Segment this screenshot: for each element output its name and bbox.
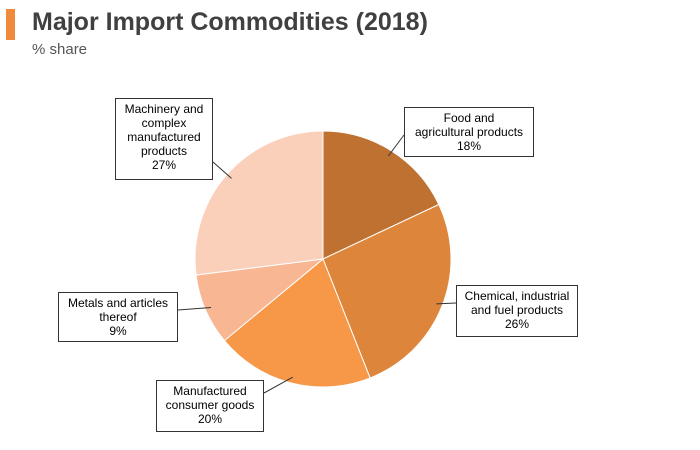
pie-slices	[195, 131, 451, 387]
callout-leader-line	[264, 377, 293, 393]
slice-callout: Food and agricultural products 18%	[404, 107, 534, 157]
slice-callout: Machinery and complex manufactured products…	[115, 98, 213, 180]
slice-label-line: Food and	[409, 111, 529, 125]
slice-label-line: Metals and articles	[63, 296, 173, 310]
slice-label-line: complex	[120, 116, 208, 130]
slice-label-line: thereof	[63, 310, 173, 324]
slice-callout: Chemical, industrial and fuel products 26%	[456, 285, 578, 337]
slice-value-label: 20%	[161, 412, 259, 426]
callout-leader-line	[388, 135, 404, 156]
slice-callout: Metals and articles thereof 9%	[58, 292, 178, 342]
slice-value-label: 18%	[409, 139, 529, 153]
slice-value-label: 27%	[120, 158, 208, 172]
callout-leader-line	[213, 162, 231, 178]
slice-label-line: Manufactured	[161, 384, 259, 398]
slice-label-line: Machinery and	[120, 102, 208, 116]
slice-label-line: manufactured	[120, 130, 208, 144]
slice-label-line: and fuel products	[461, 303, 573, 317]
slice-value-label: 26%	[461, 317, 573, 331]
slice-label-line: agricultural products	[409, 125, 529, 139]
slice-label-line: consumer goods	[161, 398, 259, 412]
slice-callout: Manufactured consumer goods 20%	[156, 380, 264, 432]
slice-value-label: 9%	[63, 324, 173, 338]
slice-label-line: products	[120, 144, 208, 158]
pie-slice	[195, 131, 323, 275]
slice-label-line: Chemical, industrial	[461, 289, 573, 303]
